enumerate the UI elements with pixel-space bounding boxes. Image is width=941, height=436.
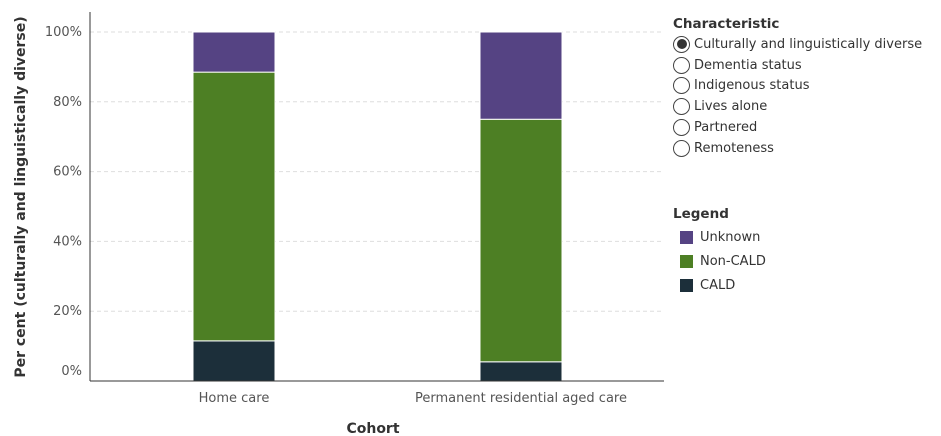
gridlines <box>90 31 664 312</box>
characteristic-filter: Characteristic Culturally and linguistic… <box>673 16 922 159</box>
legend-item-label: Unknown <box>700 229 761 245</box>
radio-selected-dot-icon <box>676 39 687 50</box>
characteristic-option-label: Remoteness <box>694 140 774 156</box>
x-tick-label: Home care <box>199 391 270 406</box>
y-tick-label: 80% <box>53 95 82 110</box>
x-tick-labels: Home care Permanent residential aged care <box>199 391 627 406</box>
characteristic-option-label: Lives alone <box>694 99 768 115</box>
radio-button-icon[interactable] <box>673 77 690 95</box>
legend-item[interactable]: CALD <box>673 273 766 297</box>
bar-segment-unknown[interactable] <box>479 31 563 120</box>
characteristic-option-label: Indigenous status <box>694 78 810 94</box>
y-axis-title: Per cent (culturally and linguistically … <box>13 16 29 377</box>
x-tick-label: Permanent residential aged care <box>415 391 627 406</box>
stacked-bar-chart: 0% 20% 40% 60% 80% 100% Home care Permanent re… <box>13 12 664 436</box>
characteristic-option[interactable]: Dementia status <box>673 55 922 76</box>
bars <box>192 31 563 382</box>
bar-segment-non-cald[interactable] <box>192 71 276 342</box>
legend-item-label: CALD <box>700 277 736 293</box>
y-tick-labels: 0% 20% 40% 60% 80% 100% <box>45 25 82 379</box>
radio-button-icon[interactable] <box>673 98 690 116</box>
legend-items: Unknown Non-CALD CALD <box>673 225 766 297</box>
characteristic-title: Characteristic <box>673 16 780 32</box>
legend-item-label: Non-CALD <box>700 253 766 269</box>
radio-button-icon[interactable] <box>673 56 690 74</box>
y-tick-label: 60% <box>53 165 82 180</box>
characteristic-options: Culturally and linguistically diverse Dem… <box>673 34 922 159</box>
characteristic-option[interactable]: Lives alone <box>673 96 922 117</box>
y-tick-label: 20% <box>53 304 82 319</box>
characteristic-option[interactable]: Partnered <box>673 117 922 138</box>
radio-button-icon[interactable] <box>673 35 690 53</box>
characteristic-option[interactable]: Indigenous status <box>673 76 922 97</box>
bar-segment-cald[interactable] <box>479 361 563 382</box>
bar-segment-unknown[interactable] <box>192 31 276 73</box>
radio-button-icon[interactable] <box>673 139 690 157</box>
bar-segment-cald[interactable] <box>192 340 276 382</box>
y-tick-label: 0% <box>61 364 82 379</box>
legend-swatch <box>680 230 693 244</box>
legend-swatch <box>680 278 693 292</box>
legend-item[interactable]: Unknown <box>673 225 766 249</box>
characteristic-option-label: Dementia status <box>694 57 802 73</box>
bar-segment-non-cald[interactable] <box>479 118 563 363</box>
characteristic-option-label: Partnered <box>694 120 758 136</box>
characteristic-option[interactable]: Culturally and linguistically diverse <box>673 34 922 55</box>
legend-title: Legend <box>673 206 729 222</box>
radio-button-icon[interactable] <box>673 119 690 137</box>
legend-swatch <box>680 254 693 268</box>
x-axis-title: Cohort <box>346 421 399 436</box>
legend-item[interactable]: Non-CALD <box>673 249 766 273</box>
y-tick-label: 100% <box>45 25 82 40</box>
legend: Legend Unknown Non-CALD CALD <box>673 206 766 297</box>
characteristic-option[interactable]: Remoteness <box>673 138 922 159</box>
characteristic-option-label: Culturally and linguistically diverse <box>694 36 923 52</box>
y-tick-label: 40% <box>53 234 82 249</box>
